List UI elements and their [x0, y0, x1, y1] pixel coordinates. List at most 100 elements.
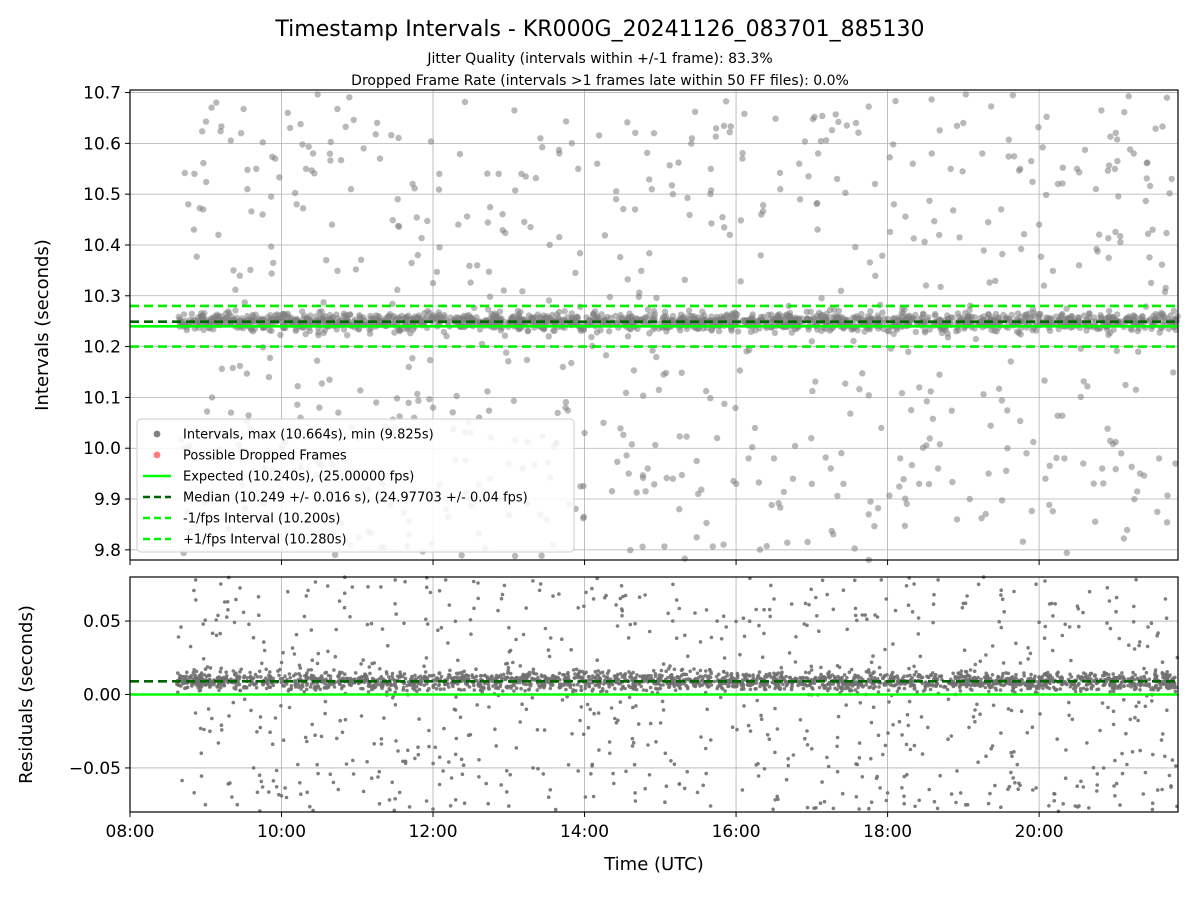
interval-point: [902, 495, 909, 502]
interval-point: [562, 398, 570, 406]
interval-point: [535, 728, 540, 732]
interval-point: [215, 231, 222, 238]
interval-point: [1105, 254, 1112, 261]
interval-point: [262, 640, 266, 644]
interval-point: [639, 543, 646, 550]
interval-point: [777, 686, 781, 691]
interval-point: [1041, 377, 1048, 384]
interval-point: [895, 689, 900, 693]
interval-point: [704, 771, 708, 776]
interval-point: [1130, 150, 1138, 157]
interval-point: [202, 118, 210, 125]
interval-point: [813, 676, 817, 681]
interval-point: [853, 688, 858, 692]
interval-point: [675, 683, 679, 687]
interval-point: [592, 315, 599, 322]
interval-point: [631, 705, 635, 710]
interval-point: [939, 674, 943, 679]
interval-point: [1141, 792, 1146, 796]
interval-point: [1003, 467, 1010, 474]
interval-point: [579, 684, 583, 689]
interval-point: [236, 362, 244, 370]
interval-point: [1052, 792, 1057, 796]
interval-point: [440, 328, 448, 336]
interval-point: [579, 688, 584, 692]
interval-point: [601, 232, 609, 239]
interval-point: [818, 295, 825, 302]
interval-point: [837, 287, 845, 294]
interval-point: [928, 150, 935, 157]
interval-point: [1159, 738, 1164, 742]
interval-point: [313, 580, 318, 584]
interval-point: [236, 272, 243, 279]
interval-point: [684, 677, 688, 682]
interval-point: [531, 667, 536, 672]
interval-point: [395, 222, 402, 229]
interval-point: [249, 708, 253, 713]
interval-point: [268, 270, 275, 277]
interval-point: [1034, 582, 1038, 586]
interval-point: [580, 669, 585, 674]
interval-point: [1060, 633, 1065, 638]
interval-point: [968, 674, 972, 679]
interval-point: [894, 682, 899, 687]
interval-point: [376, 155, 384, 162]
interval-point: [1081, 671, 1086, 675]
interval-point: [844, 703, 848, 707]
interval-point: [784, 674, 788, 679]
interval-point: [931, 218, 938, 225]
interval-point: [721, 224, 728, 231]
interval-point: [668, 182, 676, 189]
interval-point: [203, 802, 208, 807]
interval-point: [407, 330, 414, 337]
interval-point: [672, 667, 677, 672]
interval-point: [499, 673, 503, 677]
interval-point: [504, 685, 509, 689]
interval-point: [907, 699, 912, 704]
interval-point: [807, 671, 811, 675]
interval-point: [673, 688, 678, 692]
interval-point: [823, 316, 830, 323]
interval-point: [309, 668, 314, 672]
interval-point: [772, 671, 776, 676]
interval-point: [1136, 470, 1144, 477]
interval-point: [1043, 683, 1048, 688]
interval-point: [801, 686, 806, 691]
interval-point: [1059, 675, 1064, 679]
interval-point: [1111, 165, 1119, 172]
interval-point: [1128, 326, 1136, 334]
interval-point: [967, 725, 971, 730]
interval-point: [447, 673, 451, 677]
interval-point: [299, 205, 307, 212]
interval-point: [1098, 728, 1102, 733]
interval-point: [869, 660, 874, 665]
interval-point: [508, 772, 512, 777]
interval-point: [998, 497, 1006, 504]
interval-point: [883, 683, 888, 687]
interval-point: [198, 726, 203, 731]
interval-point: [1105, 586, 1110, 590]
interval-point: [1104, 425, 1111, 432]
interval-point: [297, 120, 304, 128]
interval-point: [906, 723, 911, 728]
interval-point: [477, 758, 481, 762]
interval-point: [1143, 770, 1148, 775]
interval-point: [749, 683, 753, 687]
interval-point: [1069, 675, 1074, 679]
interval-point: [1092, 185, 1100, 193]
interval-point: [414, 251, 422, 259]
interval-point: [1163, 229, 1170, 237]
interval-point: [704, 669, 708, 673]
interval-point: [524, 327, 532, 334]
interval-point: [194, 598, 198, 602]
interval-point: [234, 671, 238, 675]
interval-point: [441, 314, 448, 321]
interval-point: [505, 358, 512, 365]
interval-point: [620, 431, 627, 438]
interval-point: [769, 675, 773, 679]
interval-point: [840, 791, 845, 796]
interval-point: [572, 269, 579, 276]
interval-point: [336, 680, 340, 684]
interval-point: [596, 681, 600, 686]
interval-point: [271, 779, 276, 783]
